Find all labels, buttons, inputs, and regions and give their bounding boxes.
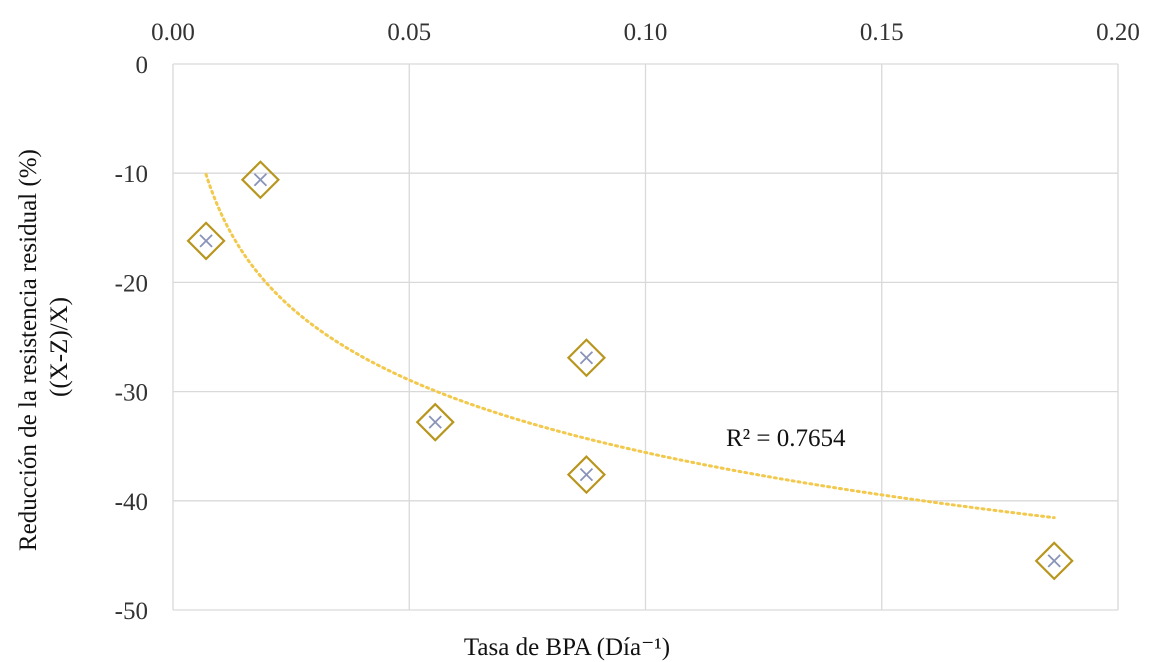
trendline-layer [204, 172, 1056, 520]
cross-marker [579, 351, 594, 365]
diamond-marker [566, 455, 606, 495]
x-tick-label: 0.15 [860, 19, 904, 46]
y-tick-label: -20 [115, 270, 148, 297]
diamond-marker [566, 338, 606, 378]
x-tick-label: 0.00 [151, 19, 195, 46]
cross-marker [253, 173, 268, 187]
data-point [566, 455, 606, 495]
grid [172, 63, 1119, 611]
y-axis-title-line-2: ((X-Z)/X) [46, 297, 73, 397]
data-point [1034, 541, 1074, 581]
y-tick-label: -30 [115, 380, 148, 407]
data-point [186, 221, 226, 261]
x-tick-label: 0.10 [624, 19, 668, 46]
cross-marker [1047, 554, 1061, 568]
y-tick-label: -40 [115, 489, 148, 516]
x-tick-label: 0.20 [1096, 19, 1140, 46]
diamond-marker [186, 221, 226, 261]
y-tick-label: 0 [136, 52, 149, 79]
r-squared-label: R² = 0.7654 [726, 425, 846, 452]
x-axis-title: Tasa de BPA (Día⁻¹) [464, 634, 670, 661]
y-axis-title-line-1: Reducción de la resistencia residual (%) [15, 149, 42, 551]
trendline [204, 172, 1056, 520]
y-tick-label: -50 [115, 598, 148, 625]
y-axis-title: Reducción de la resistencia residual (%)… [15, 143, 73, 551]
x-tick-labels: 0.00 0.05 0.10 0.15 0.20 [151, 19, 1140, 46]
diamond-marker [1034, 541, 1074, 581]
data-point [240, 160, 280, 200]
cross-marker [199, 234, 213, 248]
diamond-marker [240, 160, 280, 200]
x-tick-label: 0.05 [387, 19, 431, 46]
data-point [566, 338, 606, 378]
y-tick-labels: 0 -10 -20 -30 -40 -50 [115, 52, 148, 625]
points-layer [186, 160, 1074, 581]
cross-marker [428, 415, 442, 429]
y-tick-label: -10 [115, 161, 148, 188]
diamond-marker [415, 402, 455, 442]
data-point [415, 402, 455, 442]
cross-marker [579, 467, 594, 482]
